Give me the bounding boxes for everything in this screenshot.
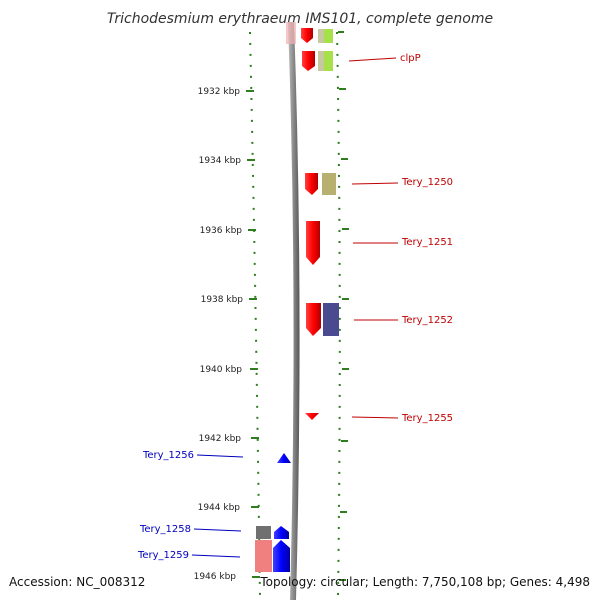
- gene-arrow[interactable]: [274, 526, 289, 539]
- left-gene-labels: Tery_1256 Tery_1258 Tery_1259: [137, 450, 194, 561]
- right-dotted-track: [336, 31, 341, 599]
- tick-label: 1944 kbp: [198, 503, 241, 513]
- gene-arrow[interactable]: [306, 303, 321, 336]
- feature-bar[interactable]: [318, 51, 324, 71]
- feature-bar[interactable]: [256, 526, 271, 539]
- forward-genes: [301, 28, 321, 420]
- left-dotted-track: [249, 31, 261, 599]
- tick-label: 1946 kbp: [194, 572, 237, 582]
- feature-bar[interactable]: [322, 173, 336, 195]
- feature-bar[interactable]: [318, 29, 324, 43]
- left-leader-lines: [191, 454, 244, 558]
- gene-label-tery-1259[interactable]: Tery_1259: [137, 550, 189, 561]
- gene-label-tery-1252[interactable]: Tery_1252: [401, 315, 453, 326]
- tick-label: 1942 kbp: [199, 434, 242, 444]
- gene-label-tery-1251[interactable]: Tery_1251: [401, 237, 453, 248]
- genome-backbone: [288, 22, 300, 600]
- tick-label: 1936 kbp: [200, 226, 243, 236]
- feature-bar[interactable]: [323, 303, 339, 336]
- gene-arrow[interactable]: [273, 540, 290, 572]
- gene-label-tery-1255[interactable]: Tery_1255: [401, 413, 453, 424]
- gene-label-clpp[interactable]: clpP: [400, 53, 421, 64]
- backbone-highlight: [286, 22, 296, 44]
- map-title: Trichodesmium erythraeum IMS101, complet…: [107, 11, 493, 27]
- tick-labels: 1932 kbp 1934 kbp 1936 kbp 1938 kbp 1940…: [194, 87, 244, 582]
- topology-label: Topology: circular; Length: 7,750,108 bp…: [259, 575, 590, 589]
- tick-label: 1938 kbp: [201, 295, 244, 305]
- tick-label: 1934 kbp: [199, 156, 242, 166]
- gene-arrow[interactable]: [277, 453, 291, 463]
- tick-label: 1932 kbp: [198, 87, 241, 97]
- forward-features: [318, 29, 339, 336]
- feature-bar[interactable]: [324, 29, 333, 43]
- reverse-features: [255, 526, 272, 572]
- accession-label: Accession: NC_008312: [9, 575, 145, 589]
- gene-label-tery-1250[interactable]: Tery_1250: [401, 177, 453, 188]
- right-ticks: [338, 31, 349, 581]
- gene-label-tery-1256[interactable]: Tery_1256: [142, 450, 194, 461]
- gene-arrow[interactable]: [305, 173, 318, 195]
- gene-arrow[interactable]: [301, 28, 313, 43]
- gene-arrow[interactable]: [302, 51, 315, 71]
- right-leader-lines: [348, 57, 399, 419]
- reverse-genes: [273, 453, 291, 572]
- feature-bar[interactable]: [255, 540, 272, 572]
- gene-label-tery-1258[interactable]: Tery_1258: [139, 524, 191, 535]
- tick-label: 1940 kbp: [200, 365, 243, 375]
- feature-bar[interactable]: [324, 51, 333, 71]
- gene-arrow[interactable]: [305, 413, 319, 420]
- gene-arrow[interactable]: [306, 221, 320, 265]
- left-ticks: [246, 90, 260, 578]
- right-gene-labels: clpP Tery_1250 Tery_1251 Tery_1252 Tery_…: [400, 53, 453, 424]
